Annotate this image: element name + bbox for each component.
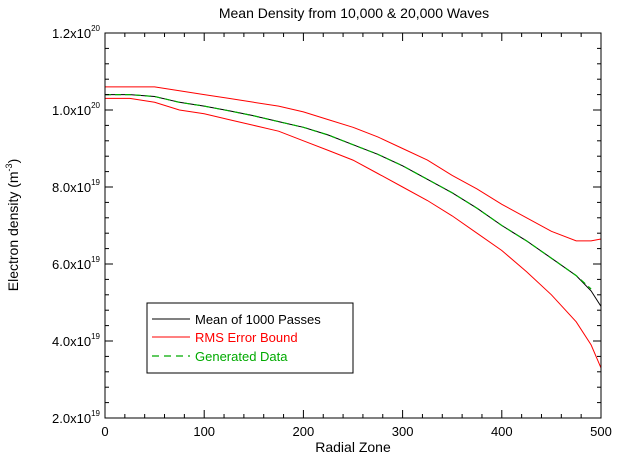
x-tick-label: 500: [590, 424, 612, 439]
legend-label-generated: Generated Data: [195, 349, 288, 364]
plot-frame: [104, 32, 602, 419]
y-axis-label: Electron density (m-3): [4, 159, 21, 292]
series-line-0: [105, 94, 602, 307]
tick-layer: 0 100 200 300 400 500 2.0x1019 4.0x1019 6.0x1019…: [52, 24, 612, 439]
x-tick-label: 200: [293, 424, 315, 439]
y-tick-label: 1.0x1020: [52, 101, 100, 118]
legend-label-mean: Mean of 1000 Passes: [195, 312, 321, 327]
legend-frame: [146, 302, 354, 374]
series-line-1: [105, 86, 602, 242]
x-axis-label: Radial Zone: [315, 439, 391, 455]
y-tick-label: 8.0x1019: [52, 178, 100, 195]
chart-title: Mean Density from 10,000 & 20,000 Waves: [219, 5, 489, 21]
x-tick-label: 300: [392, 424, 414, 439]
y-tick-label: 1.2x1020: [52, 24, 100, 41]
legend-label-rms: RMS Error Bound: [195, 330, 298, 345]
y-axis-label-exponent: -3: [4, 163, 14, 171]
y-tick-label: 2.0x1019: [52, 409, 100, 426]
y-axis-label-close: ): [5, 159, 21, 164]
x-tick-label: 400: [491, 424, 513, 439]
y-axis-label-main: Electron density (m: [5, 171, 21, 291]
y-tick-label: 4.0x1019: [52, 332, 100, 349]
series-line-2: [105, 97, 602, 369]
legend: Mean of 1000 Passes RMS Error Bound Gene…: [146, 302, 354, 374]
x-tick-label: 0: [101, 424, 108, 439]
y-tick-label: 6.0x1019: [52, 255, 100, 272]
series-layer: [105, 86, 602, 369]
series-line-3: [105, 93, 592, 290]
x-tick-label: 100: [193, 424, 215, 439]
